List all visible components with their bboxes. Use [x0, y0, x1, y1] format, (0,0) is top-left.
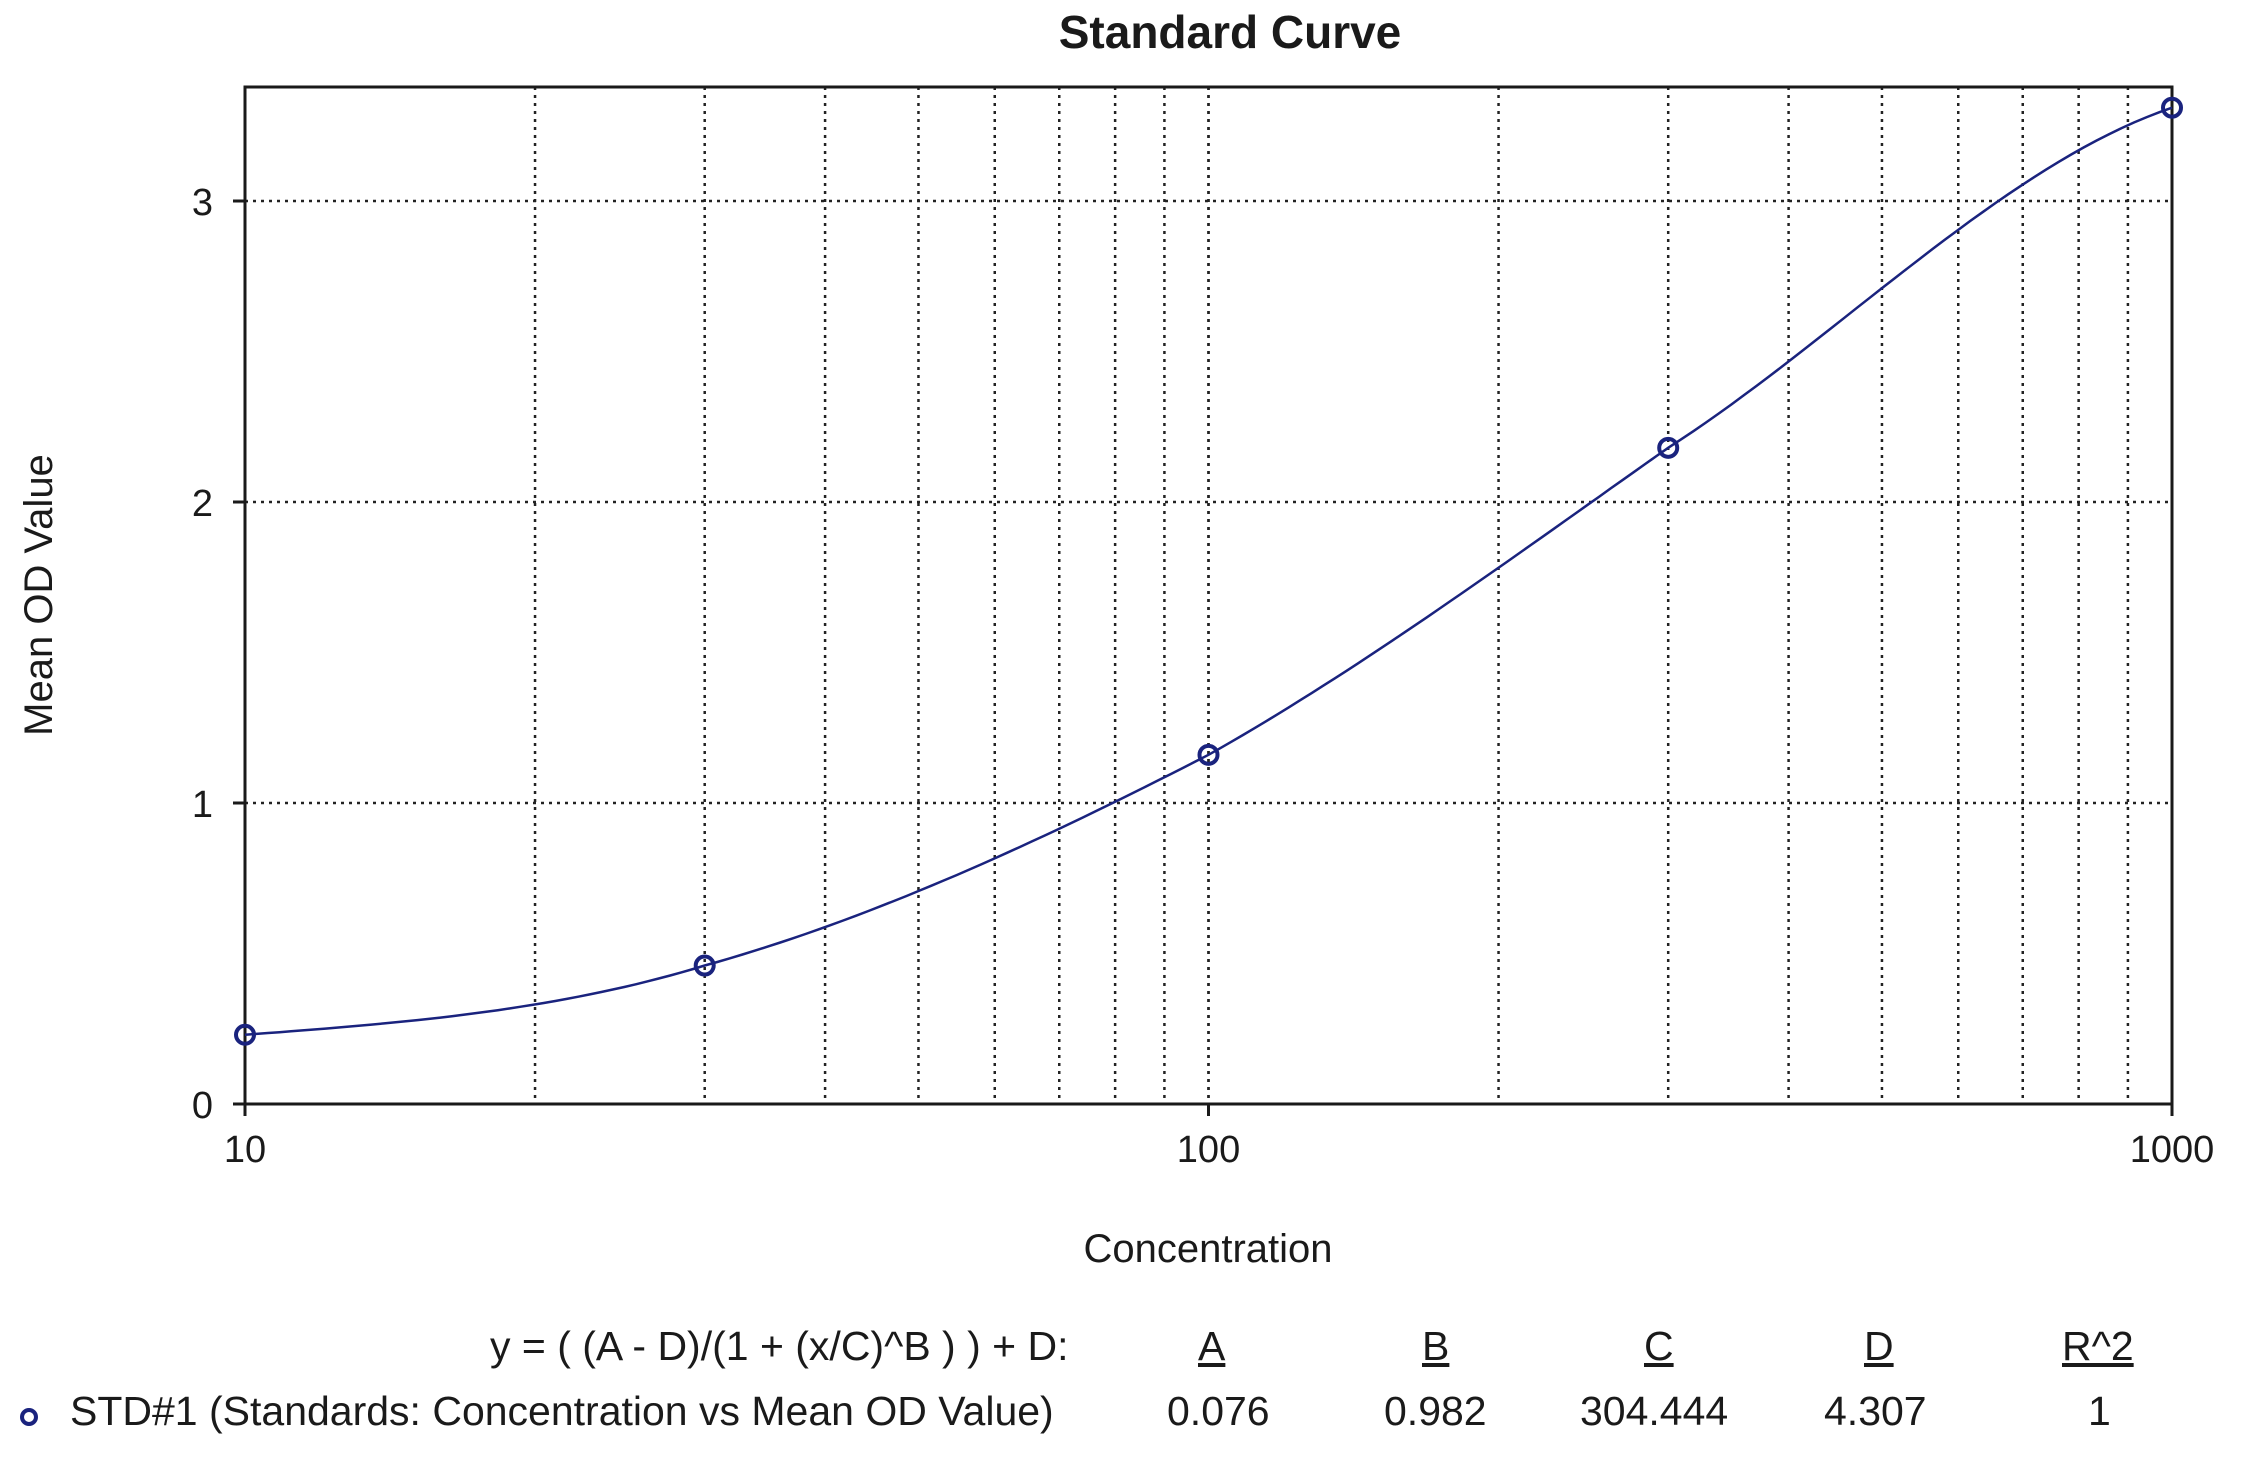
fit-equation: y = ( (A - D)/(1 + (x/C)^B ) ) + D: [490, 1323, 1069, 1369]
legend-row-std1: STD#1 (Standards: Concentration vs Mean … [0, 1388, 2244, 1448]
chart-title: Standard Curve [1059, 6, 1402, 58]
fit-header-b: B [1422, 1323, 1450, 1369]
y-axis-label: Mean OD Value [17, 454, 61, 736]
y-tick-label: 1 [192, 784, 213, 826]
fit-curve-line [244, 106, 2173, 1037]
fit-header-r2: R^2 [2062, 1323, 2134, 1369]
fit-value-a: 0.076 [1167, 1388, 1270, 1434]
fit-value-b: 0.982 [1384, 1388, 1487, 1434]
fit-header-d: D [1864, 1323, 1894, 1369]
data-point [693, 954, 716, 977]
fit-header-c: C [1644, 1323, 1674, 1369]
data-point [1657, 436, 1680, 459]
x-axis-label: Concentration [1083, 1227, 1332, 1271]
fit-value-r2: 1 [2088, 1388, 2111, 1434]
fit-header-a: A [1198, 1323, 1226, 1369]
y-tick-label: 3 [192, 182, 213, 224]
y-tick-label: 2 [192, 483, 213, 525]
y-tick-label: 0 [192, 1085, 213, 1127]
data-point [2161, 96, 2183, 119]
data-point [1197, 743, 1220, 766]
axis-ticks: 0 1 2 3 10 100 1000 [192, 182, 2214, 1171]
fit-value-c: 304.444 [1580, 1388, 1729, 1434]
legend-series-label: STD#1 (Standards: Concentration vs Mean … [70, 1388, 1054, 1434]
x-tick-label: 10 [224, 1129, 266, 1171]
x-tick-label: 1000 [2130, 1129, 2215, 1171]
grid-lines [245, 87, 2172, 1104]
x-tick-label: 100 [1177, 1129, 1240, 1171]
fit-value-d: 4.307 [1824, 1388, 1927, 1434]
data-point [234, 1023, 256, 1046]
data-points [234, 96, 2183, 1046]
fit-header-row: y = ( (A - D)/(1 + (x/C)^B ) ) + D: A B … [0, 1323, 2244, 1383]
legend-marker-circle-icon [20, 1408, 38, 1426]
